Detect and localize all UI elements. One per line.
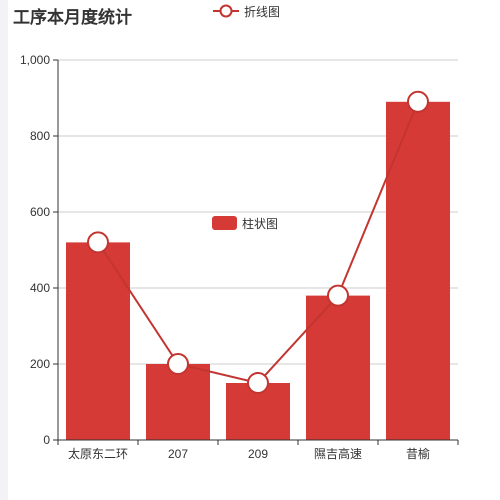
axes: 0 200 400 600 800 1,000 太原东二环 207 209 隰吉高速 昔榆 — [20, 53, 459, 461]
x-tick-label: 太原东二环 — [68, 446, 128, 461]
legend-line-label: 折线图 — [244, 4, 281, 19]
y-tick-label: 600 — [30, 205, 50, 219]
bar-3[interactable] — [306, 295, 370, 440]
line-point-3[interactable] — [327, 284, 349, 307]
y-tick-label: 400 — [30, 281, 50, 295]
legend-item-line[interactable]: 折线图 — [212, 2, 280, 20]
bar-0[interactable] — [66, 242, 130, 440]
y-tick-label: 0 — [43, 433, 50, 447]
bar-1[interactable] — [146, 364, 210, 440]
legend-item-bar[interactable]: 柱状图 — [212, 214, 278, 232]
legend-bar-label: 柱状图 — [242, 216, 279, 231]
left-edge-strip — [0, 0, 8, 500]
line-point-0[interactable] — [87, 231, 109, 254]
line-point-1[interactable] — [167, 353, 189, 375]
bar-4[interactable] — [386, 101, 450, 441]
y-tick-label: 200 — [30, 357, 50, 371]
legend-line-icon — [213, 4, 239, 18]
x-tick-label: 昔榆 — [406, 446, 430, 461]
line-points — [87, 90, 429, 394]
y-tick-label: 1,000 — [20, 53, 50, 67]
line-point-4[interactable] — [407, 90, 429, 113]
legend-bar-icon — [212, 216, 237, 230]
x-tick-label: 隰吉高速 — [314, 446, 362, 461]
line-point-2[interactable] — [247, 372, 269, 394]
y-tick-label: 800 — [30, 129, 50, 143]
x-tick-label: 209 — [248, 447, 268, 461]
chart-title: 工序本月度统计 — [13, 8, 132, 27]
x-tick-label: 207 — [168, 447, 188, 461]
